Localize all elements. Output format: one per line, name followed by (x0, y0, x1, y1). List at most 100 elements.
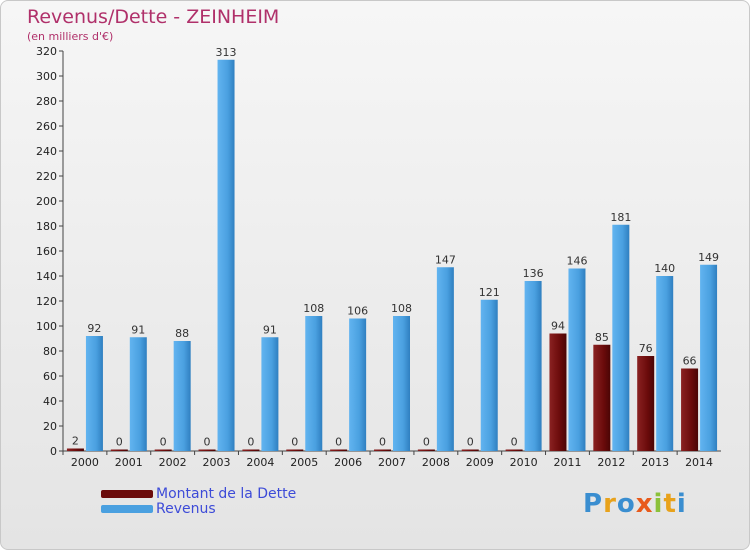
x-tick-label: 2014 (685, 456, 713, 469)
data-label-dette: 66 (683, 355, 697, 368)
bar-revenus (217, 59, 235, 451)
y-tick-label: 320 (36, 45, 57, 58)
bar-dette (242, 449, 260, 451)
bar-revenus (393, 316, 410, 451)
data-label-revenus: 106 (347, 305, 368, 318)
bar-dette (681, 368, 699, 451)
bar-revenus (524, 281, 542, 451)
bar-revenus (480, 299, 498, 451)
data-label-dette: 94 (551, 320, 565, 333)
data-label-revenus: 91 (263, 323, 277, 336)
data-label-dette: 0 (379, 436, 386, 449)
data-label-revenus: 92 (87, 322, 101, 335)
data-label-dette: 76 (639, 342, 653, 355)
bar-revenus (568, 268, 586, 451)
data-label-dette: 0 (467, 436, 474, 449)
bar-dette (637, 356, 655, 451)
bar-revenus (656, 276, 674, 451)
bar-dette (505, 449, 523, 451)
legend-swatch-dette (101, 490, 153, 498)
data-label-revenus: 108 (391, 302, 412, 315)
data-label-dette: 2 (72, 435, 79, 448)
legend-label-dette: Montant de la Dette (156, 486, 297, 502)
bar-dette (66, 448, 84, 451)
chart-subtitle: (en milliers d'€) (27, 30, 114, 43)
y-tick-label: 140 (36, 270, 57, 283)
x-tick-label: 2010 (510, 456, 538, 469)
y-tick-label: 60 (43, 370, 57, 383)
bar-dette (549, 333, 567, 451)
chart-title: Revenus/Dette - ZEINHEIM (27, 6, 280, 28)
data-label-revenus: 136 (523, 267, 544, 280)
data-label-dette: 85 (595, 331, 609, 344)
data-label-dette: 0 (291, 436, 298, 449)
data-label-dette: 0 (160, 436, 167, 449)
y-tick-label: 160 (36, 245, 57, 258)
x-tick-label: 2001 (115, 456, 143, 469)
x-tick-label: 2005 (290, 456, 318, 469)
y-tick-label: 120 (36, 295, 57, 308)
y-tick-label: 40 (43, 395, 57, 408)
legend-swatch-revenus (101, 505, 153, 513)
data-label-revenus: 108 (303, 302, 324, 315)
data-label-dette: 0 (423, 436, 430, 449)
data-label-revenus: 91 (131, 323, 145, 336)
data-label-revenus: 181 (610, 211, 631, 224)
legend-label-revenus: Revenus (156, 501, 216, 517)
data-label-revenus: 140 (654, 262, 675, 275)
data-label-dette: 0 (335, 436, 342, 449)
data-label-revenus: 313 (216, 46, 237, 59)
bar-revenus (349, 318, 367, 451)
y-tick-label: 100 (36, 320, 57, 333)
data-label-revenus: 147 (435, 253, 456, 266)
y-tick-label: 240 (36, 145, 57, 158)
bar-dette (198, 449, 216, 451)
data-label-dette: 0 (247, 436, 254, 449)
data-label-revenus: 88 (175, 327, 189, 340)
x-tick-label: 2009 (466, 456, 494, 469)
data-label-revenus: 149 (698, 251, 719, 264)
y-tick-label: 0 (50, 445, 57, 458)
x-tick-label: 2008 (422, 456, 450, 469)
bars: 2 92 0 91 0 88 0 313 0 91 0 108 0 106 0 108 0 147 0 121 0 136… (66, 46, 719, 451)
y-tick-label: 20 (43, 420, 57, 433)
logo-letter: x (635, 489, 654, 519)
y-tick-label: 80 (43, 345, 57, 358)
data-label-revenus: 146 (566, 255, 587, 268)
data-label-revenus: 121 (479, 286, 500, 299)
logo-letter: P (583, 489, 604, 519)
x-tick-label: 2000 (71, 456, 99, 469)
data-label-dette: 0 (116, 436, 123, 449)
bar-dette (154, 449, 172, 451)
data-label-dette: 0 (204, 436, 211, 449)
bar-revenus (700, 264, 718, 451)
bar-dette (286, 449, 304, 451)
data-label-dette: 0 (511, 436, 518, 449)
x-tick-label: 2013 (641, 456, 669, 469)
logo-letter: o (616, 489, 636, 519)
bar-revenus (612, 224, 630, 451)
bar-revenus (436, 267, 454, 451)
bar-dette (374, 449, 391, 451)
y-tick-label: 220 (36, 170, 57, 183)
logo-letter: t (663, 489, 677, 519)
bar-dette (330, 449, 348, 451)
y-tick-label: 260 (36, 120, 57, 133)
proxiti-logo: Proxiti (583, 489, 687, 519)
bar-revenus (173, 341, 191, 451)
y-tick-label: 180 (36, 220, 57, 233)
bar-dette (461, 449, 479, 451)
bar-revenus (85, 336, 103, 451)
bar-revenus (129, 337, 147, 451)
bar-revenus (261, 337, 279, 451)
y-tick-label: 300 (36, 70, 57, 83)
y-tick-label: 200 (36, 195, 57, 208)
bar-dette (593, 344, 611, 451)
logo-letter: i (653, 489, 664, 519)
x-tick-label: 2012 (597, 456, 625, 469)
y-tick-label: 280 (36, 95, 57, 108)
x-tick-label: 2006 (334, 456, 362, 469)
x-tick-label: 2011 (553, 456, 581, 469)
